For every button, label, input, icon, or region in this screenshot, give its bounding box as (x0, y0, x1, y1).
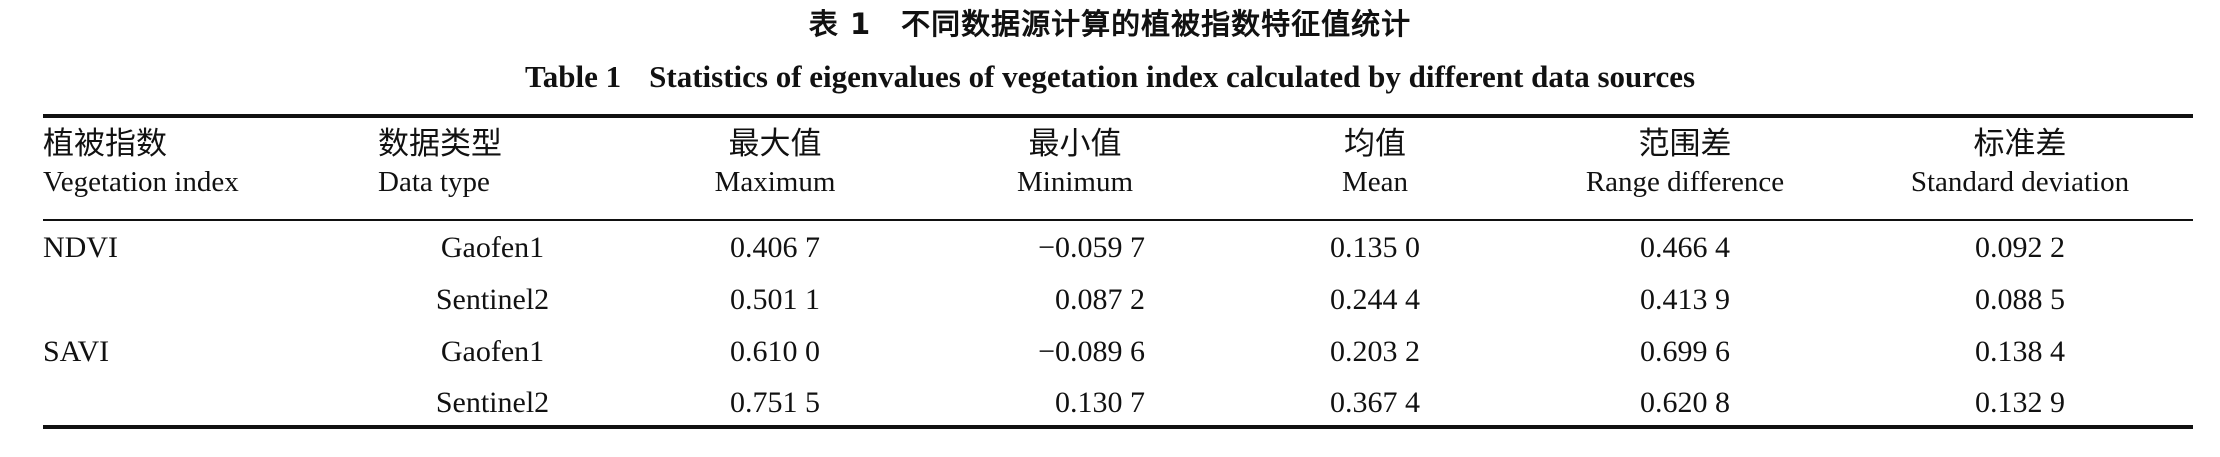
header-zh: 最大值 (728, 126, 822, 162)
header-zh: 植被指数 (43, 126, 167, 162)
row2-mean: 0.244 4 (1330, 283, 1420, 316)
header-mean: 均值 Mean (1235, 124, 1515, 200)
row1-range: 0.466 4 (1640, 231, 1730, 264)
row1-std: 0.092 2 (1975, 231, 2065, 264)
row1-mean: 0.135 0 (1330, 231, 1420, 264)
row3-min: −0.089 6 (1038, 335, 1145, 368)
row3-type: Gaofen1 (440, 335, 545, 368)
row2-type: Sentinel2 (435, 283, 550, 316)
header-range-difference: 范围差 Range difference (1535, 124, 1835, 200)
table-bottom-rule (43, 425, 2193, 429)
row4-max: 0.751 5 (730, 386, 820, 419)
row2-min: 0.087 2 (1055, 283, 1145, 316)
row4-range: 0.620 8 (1640, 386, 1730, 419)
header-zh: 均值 (1344, 126, 1406, 162)
row4-type: Sentinel2 (435, 386, 550, 419)
header-zh: 数据类型 (378, 126, 502, 162)
row1-index: NDVI (43, 231, 118, 264)
header-maximum: 最大值 Maximum (625, 124, 925, 200)
header-zh: 标准差 (1973, 126, 2067, 162)
row1-max: 0.406 7 (730, 231, 820, 264)
row1-type: Gaofen1 (440, 231, 545, 264)
row2-range: 0.413 9 (1640, 283, 1730, 316)
row3-index: SAVI (43, 335, 110, 368)
table-title: Statistics of eigenvalues of vegetation … (649, 59, 1696, 94)
row1-min: −0.059 7 (1038, 231, 1145, 264)
header-minimum: 最小值 Minimum (925, 124, 1225, 200)
header-en: Vegetation index (43, 166, 239, 198)
header-standard-deviation: 标准差 Standard deviation (1860, 124, 2180, 200)
header-en: Maximum (714, 166, 836, 198)
table-header-rule (43, 219, 2193, 221)
header-zh: 范围差 (1638, 126, 1732, 162)
table-top-rule (43, 114, 2193, 118)
row2-std: 0.088 5 (1975, 283, 2065, 316)
header-en: Range difference (1585, 166, 1785, 198)
row2-max: 0.501 1 (730, 283, 820, 316)
header-en: Data type (378, 166, 490, 198)
header-zh: 最小值 (1028, 126, 1122, 162)
table-caption-english: Table 1 Statistics of eigenvalues of vege… (0, 58, 2220, 96)
row3-mean: 0.203 2 (1330, 335, 1420, 368)
row3-max: 0.610 0 (730, 335, 820, 368)
table-number: Table 1 (524, 59, 622, 94)
row3-range: 0.699 6 (1640, 335, 1730, 368)
header-data-type: 数据类型 Data type (378, 124, 628, 200)
table-caption-chinese: 表 1 不同数据源计算的植被指数特征值统计 (808, 7, 1412, 41)
header-en: Standard deviation (1910, 166, 2130, 198)
header-en: Mean (1341, 166, 1409, 198)
header-vegetation-index: 植被指数 Vegetation index (43, 124, 343, 200)
row4-min: 0.130 7 (1055, 386, 1145, 419)
header-en: Minimum (1016, 166, 1133, 198)
row4-mean: 0.367 4 (1330, 386, 1420, 419)
row3-std: 0.138 4 (1975, 335, 2065, 368)
row4-std: 0.132 9 (1975, 386, 2065, 419)
